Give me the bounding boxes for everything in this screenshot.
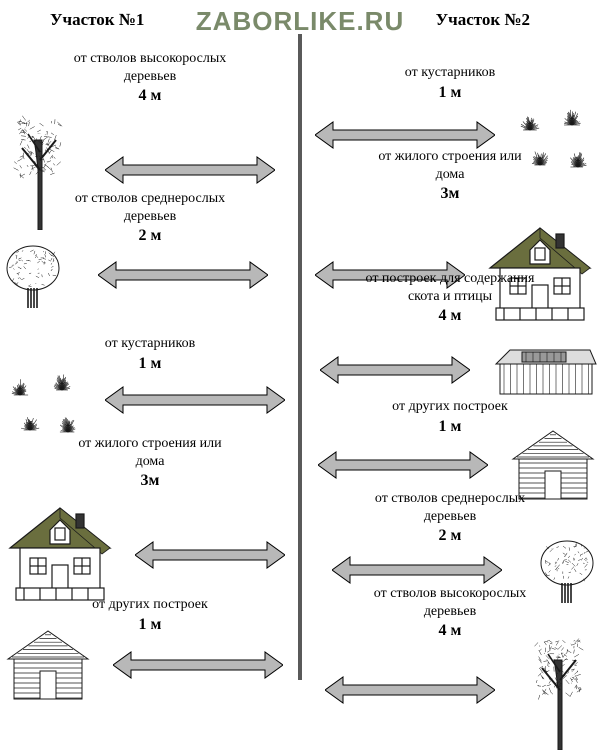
distance-arrow bbox=[90, 384, 300, 416]
setback-distance: 4 м bbox=[439, 307, 462, 325]
column-right: от кустарников 1 м от жилого строения ил… bbox=[300, 40, 600, 680]
distance-arrow bbox=[300, 119, 510, 151]
distance-arrow bbox=[120, 539, 300, 571]
setback-distance: 3м bbox=[441, 185, 460, 203]
entry-label: от построек для содержания скота и птицы… bbox=[300, 270, 600, 325]
setback-diagram: ZABORLIKE.RU Участок №1 Участок №2 от ст… bbox=[0, 0, 600, 681]
setback-label: от кустарников bbox=[105, 335, 195, 353]
setback-label: от других построек bbox=[392, 398, 508, 416]
tree-mid-icon bbox=[0, 240, 66, 310]
setback-label: от других построек bbox=[92, 596, 208, 614]
entry-row bbox=[300, 630, 600, 750]
bush-scatter-icon bbox=[0, 360, 90, 440]
barn-icon bbox=[490, 340, 600, 400]
setback-label: от стволов высокорослых деревьев bbox=[65, 50, 235, 85]
distance-arrow bbox=[300, 354, 490, 386]
setback-label: от построек для содержания скота и птицы bbox=[365, 270, 535, 305]
cabin-icon bbox=[0, 625, 95, 705]
entry-row bbox=[0, 240, 300, 310]
setback-label: от стволов среднерослых деревьев bbox=[365, 490, 535, 525]
setback-label: от жилого строения или дома bbox=[365, 148, 535, 183]
header-plot-1: Участок №1 bbox=[50, 10, 144, 30]
entry-label: от жилого строения или дома 3м bbox=[300, 148, 600, 203]
header-plot-2: Участок №2 bbox=[436, 10, 530, 30]
distance-arrow bbox=[300, 674, 520, 706]
distance-arrow bbox=[300, 449, 505, 481]
setback-label: от жилого строения или дома bbox=[65, 435, 235, 470]
entry-label: от жилого строения или дома 3м bbox=[0, 435, 300, 490]
entry-row bbox=[0, 360, 300, 440]
distance-arrow bbox=[95, 649, 300, 681]
entry-row bbox=[300, 340, 600, 400]
distance-arrow bbox=[66, 259, 300, 291]
setback-label: от стволов высокорослых деревьев bbox=[365, 585, 535, 620]
distance-arrow bbox=[80, 154, 300, 186]
watermark: ZABORLIKE.RU bbox=[196, 6, 404, 37]
house-icon bbox=[0, 500, 120, 610]
setback-label: от кустарников bbox=[405, 64, 495, 82]
entry-row bbox=[0, 500, 300, 610]
column-left: от стволов высокорослых деревьев 4 м от … bbox=[0, 40, 300, 680]
distance-arrow bbox=[300, 554, 534, 586]
tree-tall-icon bbox=[520, 630, 600, 750]
entry-label: от стволов среднерослых деревьев 2 м bbox=[0, 190, 300, 245]
setback-distance: 4 м bbox=[139, 87, 162, 105]
setback-label: от стволов среднерослых деревьев bbox=[65, 190, 235, 225]
entry-row bbox=[0, 625, 300, 705]
entry-label: от стволов высокорослых деревьев 4 м bbox=[0, 50, 300, 105]
setback-distance: 3м bbox=[141, 472, 160, 490]
